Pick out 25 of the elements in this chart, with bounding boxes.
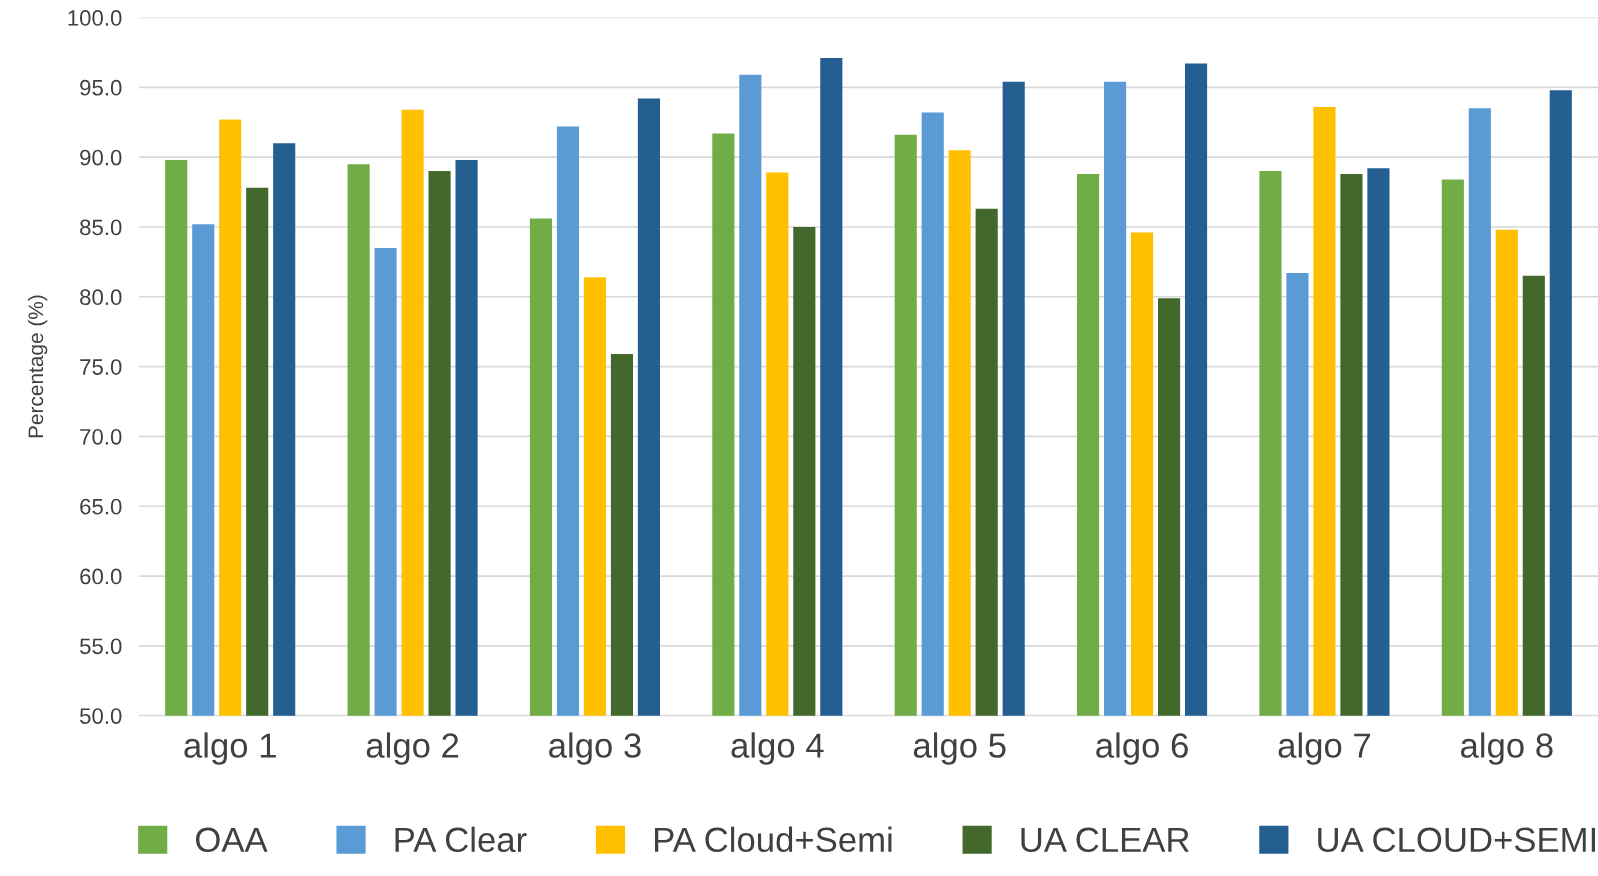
y-tick-label: 55.0 [80, 638, 122, 655]
y-tick-label: 80.0 [80, 289, 122, 306]
legend-label: PA Clear [395, 826, 527, 853]
legend-label: UA CLEAR [1021, 827, 1189, 853]
x-tick-label: algo 4 [731, 732, 824, 765]
x-tick-label: algo 3 [549, 732, 641, 765]
y-tick-label: 65.0 [80, 498, 122, 515]
y-tick-label: 85.0 [80, 219, 122, 236]
x-tick-label: algo 2 [366, 732, 459, 765]
legend-label: PA Cloud+Semi [655, 826, 892, 853]
x-tick-label: algo 5 [913, 732, 1006, 765]
x-tick-label: algo 1 [184, 732, 276, 765]
x-tick-label: algo 6 [1096, 732, 1188, 765]
x-tick-label: algo 7 [1278, 732, 1371, 765]
x-tick-label: algo 8 [1460, 732, 1553, 765]
y-tick-label: 70.0 [80, 428, 122, 445]
legend-label: OAA [196, 827, 268, 853]
y-axis-title: Percentage (%) [27, 295, 48, 438]
y-tick-label: 95.0 [80, 79, 122, 96]
y-tick-label: 100.0 [68, 10, 122, 26]
y-tick-label: 75.0 [80, 359, 122, 375]
y-tick-label: 60.0 [80, 568, 122, 585]
legend-label: UA CLOUD+SEMI [1318, 827, 1596, 853]
y-tick-label: 90.0 [80, 149, 122, 166]
y-tick-label: 50.0 [80, 708, 122, 724]
